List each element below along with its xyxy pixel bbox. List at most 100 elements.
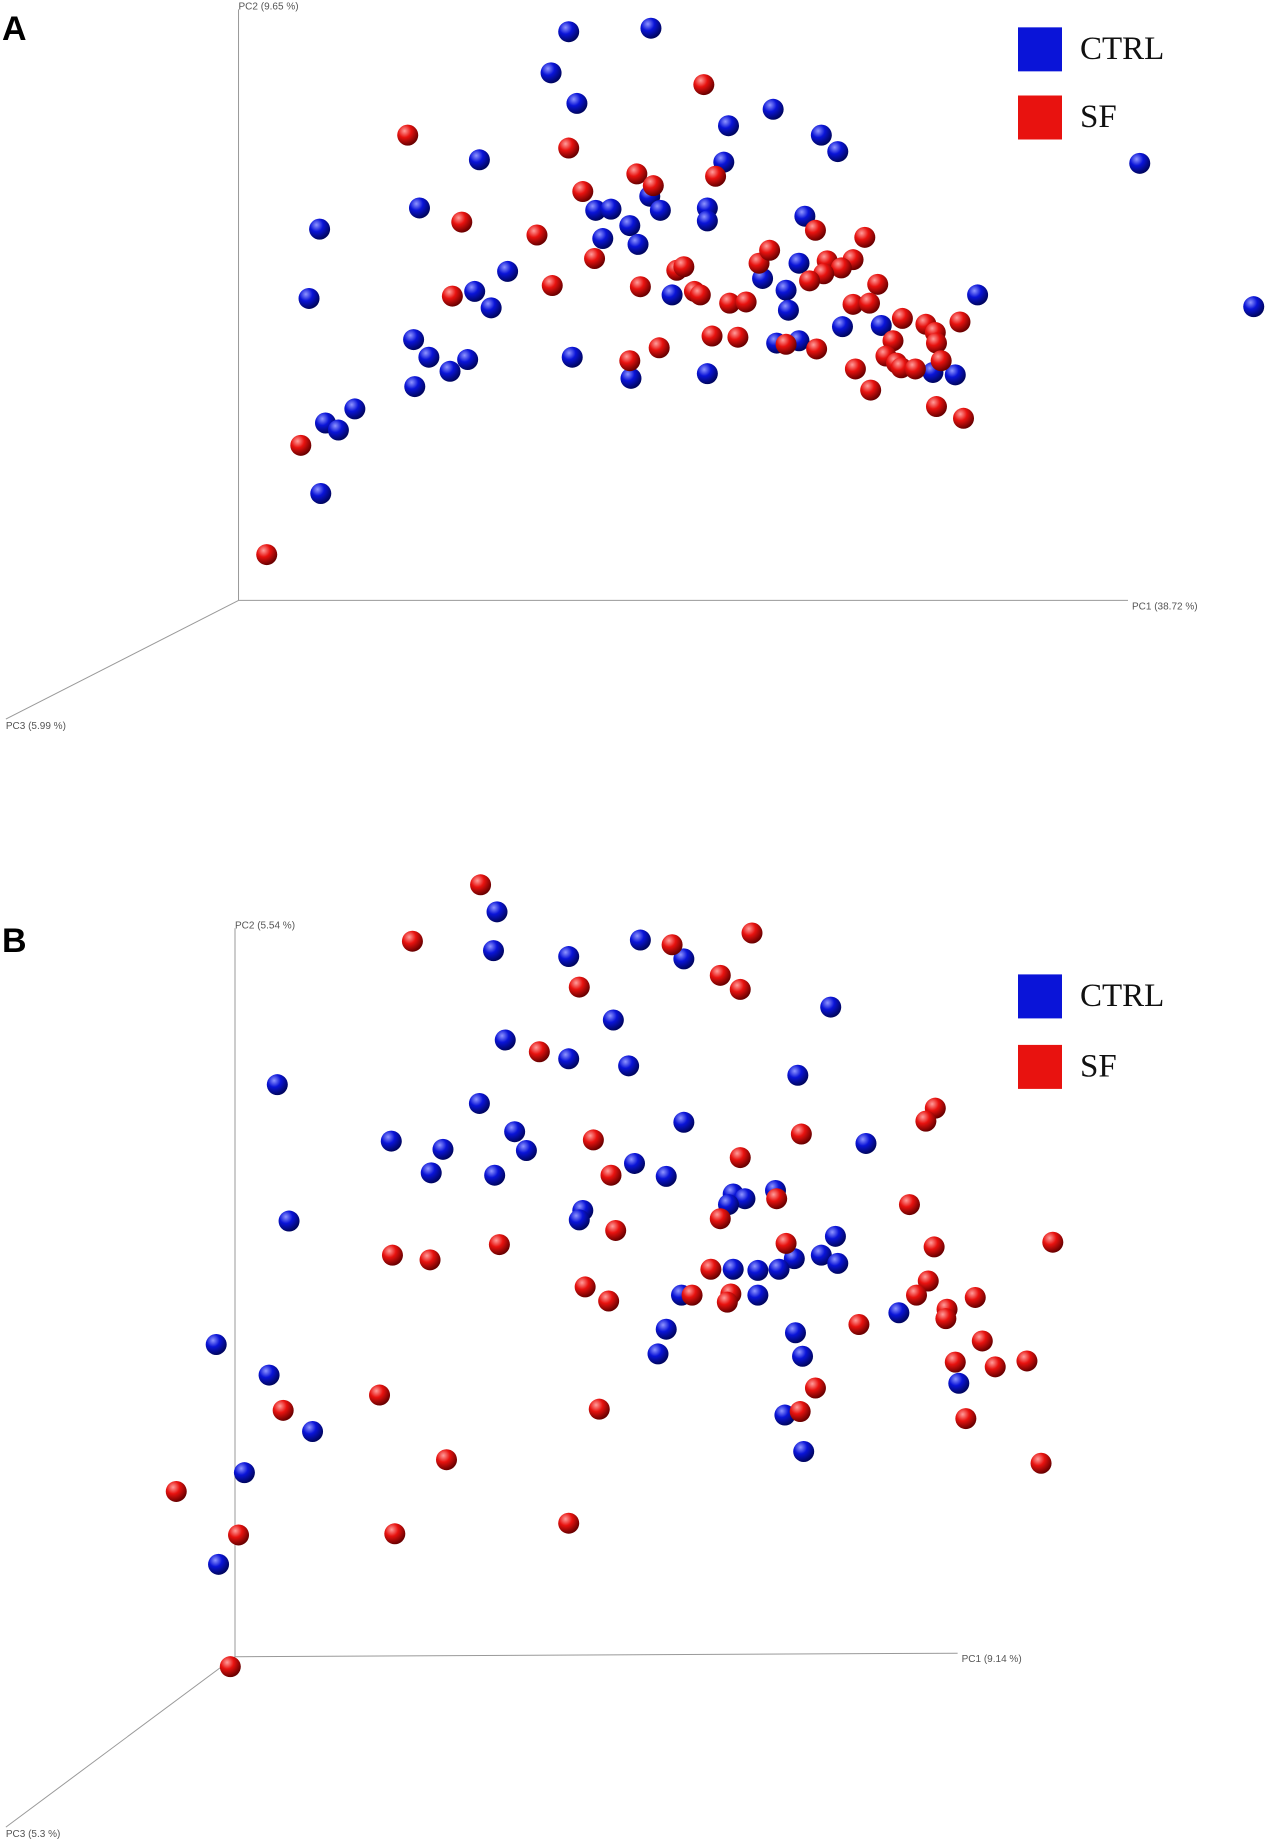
sample-point bbox=[540, 62, 562, 84]
sample-point bbox=[418, 346, 440, 368]
sample-point bbox=[984, 1356, 1006, 1378]
legend-label: SF bbox=[1080, 99, 1117, 135]
panel: PC2 (9.65 %) PC1 (38.72 %) PC3 (5.99 %) A CT… bbox=[2, 1, 1265, 732]
sample-point bbox=[488, 1234, 510, 1256]
panel: PC2 (5.54 %) PC1 (9.14 %) PC3 (5.3 %) B CTRL… bbox=[2, 874, 1164, 1840]
sample-point bbox=[727, 326, 749, 348]
sample-point bbox=[256, 544, 278, 566]
sample-point bbox=[855, 1132, 877, 1154]
sample-point bbox=[526, 224, 548, 246]
sample-point bbox=[401, 930, 423, 952]
sample-point bbox=[787, 1064, 809, 1086]
sample-point bbox=[618, 1055, 640, 1077]
sample-point bbox=[729, 1147, 751, 1169]
y-axis-label: PC2 (9.65 %) bbox=[239, 1, 299, 12]
sample-point bbox=[208, 1553, 230, 1575]
sample-point bbox=[784, 1322, 806, 1344]
z-axis-label: PC3 (5.3 %) bbox=[6, 1829, 60, 1840]
z-axis bbox=[5, 1656, 236, 1828]
sample-point bbox=[436, 1449, 457, 1471]
sample-point bbox=[810, 1244, 832, 1266]
sample-point bbox=[709, 1208, 731, 1230]
sample-point bbox=[574, 1276, 596, 1298]
sample-point bbox=[484, 1164, 506, 1186]
sample-point bbox=[302, 1421, 324, 1443]
sample-point bbox=[600, 1164, 622, 1186]
sample-point bbox=[647, 1343, 669, 1365]
sample-point bbox=[298, 287, 320, 309]
sample-point bbox=[777, 299, 799, 321]
sample-point bbox=[629, 929, 651, 951]
sample-point bbox=[419, 1249, 441, 1271]
sample-point bbox=[600, 198, 622, 220]
sample-point bbox=[205, 1334, 227, 1355]
sample-point bbox=[278, 1210, 300, 1232]
sample-point bbox=[789, 1401, 811, 1423]
sample-point bbox=[619, 215, 641, 237]
sample-point bbox=[272, 1399, 294, 1421]
sample-point bbox=[768, 1258, 790, 1280]
legend-label: CTRL bbox=[1080, 978, 1164, 1014]
sample-point bbox=[598, 1290, 620, 1312]
sample-point bbox=[734, 1188, 756, 1210]
sample-point bbox=[906, 1284, 927, 1306]
sample-point bbox=[705, 165, 727, 187]
sample-point bbox=[842, 293, 864, 315]
sample-point bbox=[793, 1440, 815, 1462]
sample-point bbox=[310, 483, 332, 504]
sample-point bbox=[844, 358, 866, 380]
sample-point bbox=[1129, 152, 1151, 174]
sample-point bbox=[735, 291, 757, 313]
sample-point bbox=[384, 1523, 406, 1545]
sample-point bbox=[860, 379, 882, 401]
sample-point bbox=[810, 124, 832, 146]
sample-point bbox=[558, 137, 580, 159]
legend-label: CTRL bbox=[1080, 31, 1164, 67]
sample-point bbox=[661, 934, 683, 956]
legend-swatch bbox=[1018, 95, 1062, 140]
sample-point bbox=[930, 350, 952, 372]
sample-point bbox=[792, 1345, 814, 1367]
legend-swatch bbox=[1018, 974, 1062, 1019]
sample-point bbox=[605, 1219, 627, 1241]
sample-point bbox=[804, 219, 826, 241]
sample-point bbox=[541, 275, 563, 297]
sample-point bbox=[480, 297, 502, 319]
sample-point bbox=[470, 874, 492, 896]
sample-point bbox=[309, 218, 331, 240]
sample-point bbox=[258, 1364, 280, 1386]
sample-point bbox=[624, 1152, 645, 1174]
sample-point bbox=[642, 175, 664, 197]
sample-point bbox=[486, 901, 508, 923]
sample-point bbox=[967, 284, 989, 306]
sample-point bbox=[558, 21, 580, 43]
sample-point bbox=[775, 1232, 797, 1254]
sample-point bbox=[827, 1252, 849, 1274]
sample-point bbox=[619, 350, 641, 372]
sample-point bbox=[1016, 1350, 1038, 1372]
sample-point bbox=[504, 1121, 526, 1143]
sample-point bbox=[759, 239, 781, 261]
sample-point bbox=[799, 270, 821, 292]
sample-point bbox=[233, 1462, 255, 1484]
sample-point bbox=[788, 252, 810, 274]
sample-point bbox=[696, 210, 718, 232]
sample-point bbox=[820, 996, 842, 1018]
sample-point bbox=[468, 1092, 490, 1114]
sample-point bbox=[661, 284, 683, 306]
sample-point bbox=[558, 946, 580, 968]
y-axis-label: PC2 (5.54 %) bbox=[235, 920, 295, 931]
sample-point bbox=[971, 1330, 993, 1352]
sample-point bbox=[964, 1286, 986, 1308]
sample-point bbox=[439, 360, 461, 382]
sample-point bbox=[870, 314, 892, 336]
sample-point bbox=[228, 1524, 250, 1546]
sample-point bbox=[655, 1165, 677, 1187]
sample-point bbox=[747, 1259, 769, 1281]
legend-swatch bbox=[1018, 1044, 1062, 1089]
panel-letter: A bbox=[2, 10, 27, 48]
sample-point bbox=[649, 199, 671, 221]
sample-point bbox=[923, 1236, 945, 1258]
sample-point bbox=[831, 316, 853, 338]
